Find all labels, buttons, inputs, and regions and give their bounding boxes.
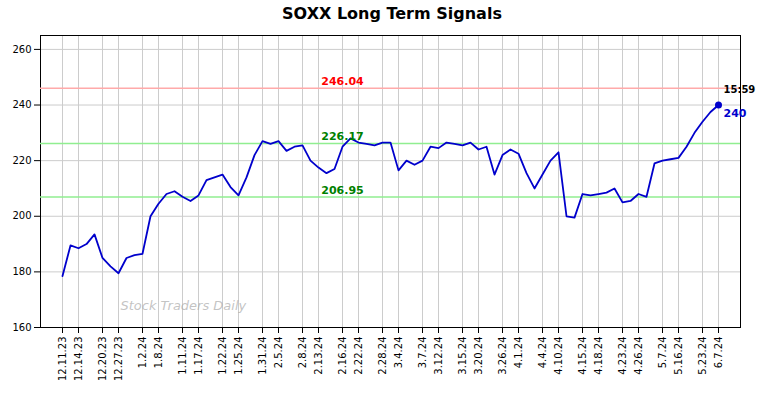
svg-text:220: 220 bbox=[12, 155, 31, 166]
svg-text:1.31.24: 1.31.24 bbox=[257, 337, 268, 375]
svg-text:Stock Traders Daily: Stock Traders Daily bbox=[121, 298, 247, 313]
svg-text:2.16.24: 2.16.24 bbox=[337, 337, 348, 375]
svg-text:2.13.24: 2.13.24 bbox=[313, 337, 324, 375]
svg-text:3.4.24: 3.4.24 bbox=[393, 337, 404, 369]
svg-text:1.8.24: 1.8.24 bbox=[153, 337, 164, 369]
svg-text:3.7.24: 3.7.24 bbox=[417, 337, 428, 369]
svg-text:15:59: 15:59 bbox=[724, 84, 756, 95]
svg-text:180: 180 bbox=[12, 266, 31, 277]
svg-text:4.23.24: 4.23.24 bbox=[617, 337, 628, 375]
svg-text:260: 260 bbox=[12, 44, 31, 55]
svg-text:2.8.24: 2.8.24 bbox=[297, 337, 308, 369]
svg-text:6.7.24: 6.7.24 bbox=[713, 337, 724, 369]
svg-text:3.20.24: 3.20.24 bbox=[473, 337, 484, 375]
svg-text:3.12.24: 3.12.24 bbox=[433, 337, 444, 375]
svg-text:200: 200 bbox=[12, 210, 31, 221]
svg-text:1.11.24: 1.11.24 bbox=[177, 337, 188, 375]
svg-text:5.7.24: 5.7.24 bbox=[657, 337, 668, 369]
svg-text:2.5.24: 2.5.24 bbox=[273, 337, 284, 369]
svg-text:240: 240 bbox=[12, 99, 31, 110]
svg-text:12.14.23: 12.14.23 bbox=[73, 337, 84, 382]
svg-text:4.4.24: 4.4.24 bbox=[537, 337, 548, 369]
svg-text:1.2.24: 1.2.24 bbox=[137, 337, 148, 369]
svg-text:226.17: 226.17 bbox=[321, 130, 363, 143]
svg-text:246.04: 246.04 bbox=[321, 75, 364, 88]
svg-text:1.22.24: 1.22.24 bbox=[217, 337, 228, 375]
svg-text:5.23.24: 5.23.24 bbox=[697, 337, 708, 375]
svg-text:160: 160 bbox=[12, 322, 31, 333]
svg-text:3.26.24: 3.26.24 bbox=[497, 337, 508, 375]
svg-text:206.95: 206.95 bbox=[321, 184, 363, 197]
svg-text:2.22.24: 2.22.24 bbox=[353, 337, 364, 375]
svg-text:5.16.24: 5.16.24 bbox=[673, 337, 684, 375]
svg-text:1.17.24: 1.17.24 bbox=[193, 337, 204, 375]
svg-text:4.26.24: 4.26.24 bbox=[633, 337, 644, 375]
svg-text:2.28.24: 2.28.24 bbox=[377, 337, 388, 375]
svg-text:4.10.24: 4.10.24 bbox=[553, 337, 564, 375]
svg-text:12.27.23: 12.27.23 bbox=[113, 337, 124, 382]
svg-text:4.1.24: 4.1.24 bbox=[513, 337, 524, 369]
svg-text:1.25.24: 1.25.24 bbox=[233, 337, 244, 375]
svg-text:12.20.23: 12.20.23 bbox=[97, 337, 108, 382]
svg-text:4.18.24: 4.18.24 bbox=[593, 337, 604, 375]
svg-text:240: 240 bbox=[724, 107, 747, 120]
svg-text:3.15.24: 3.15.24 bbox=[457, 337, 468, 375]
svg-text:12.11.23: 12.11.23 bbox=[57, 337, 68, 382]
html-text:SOXX Long Term Signals: SOXX Long Term Signals bbox=[282, 4, 502, 23]
svg-text:4.15.24: 4.15.24 bbox=[577, 337, 588, 375]
